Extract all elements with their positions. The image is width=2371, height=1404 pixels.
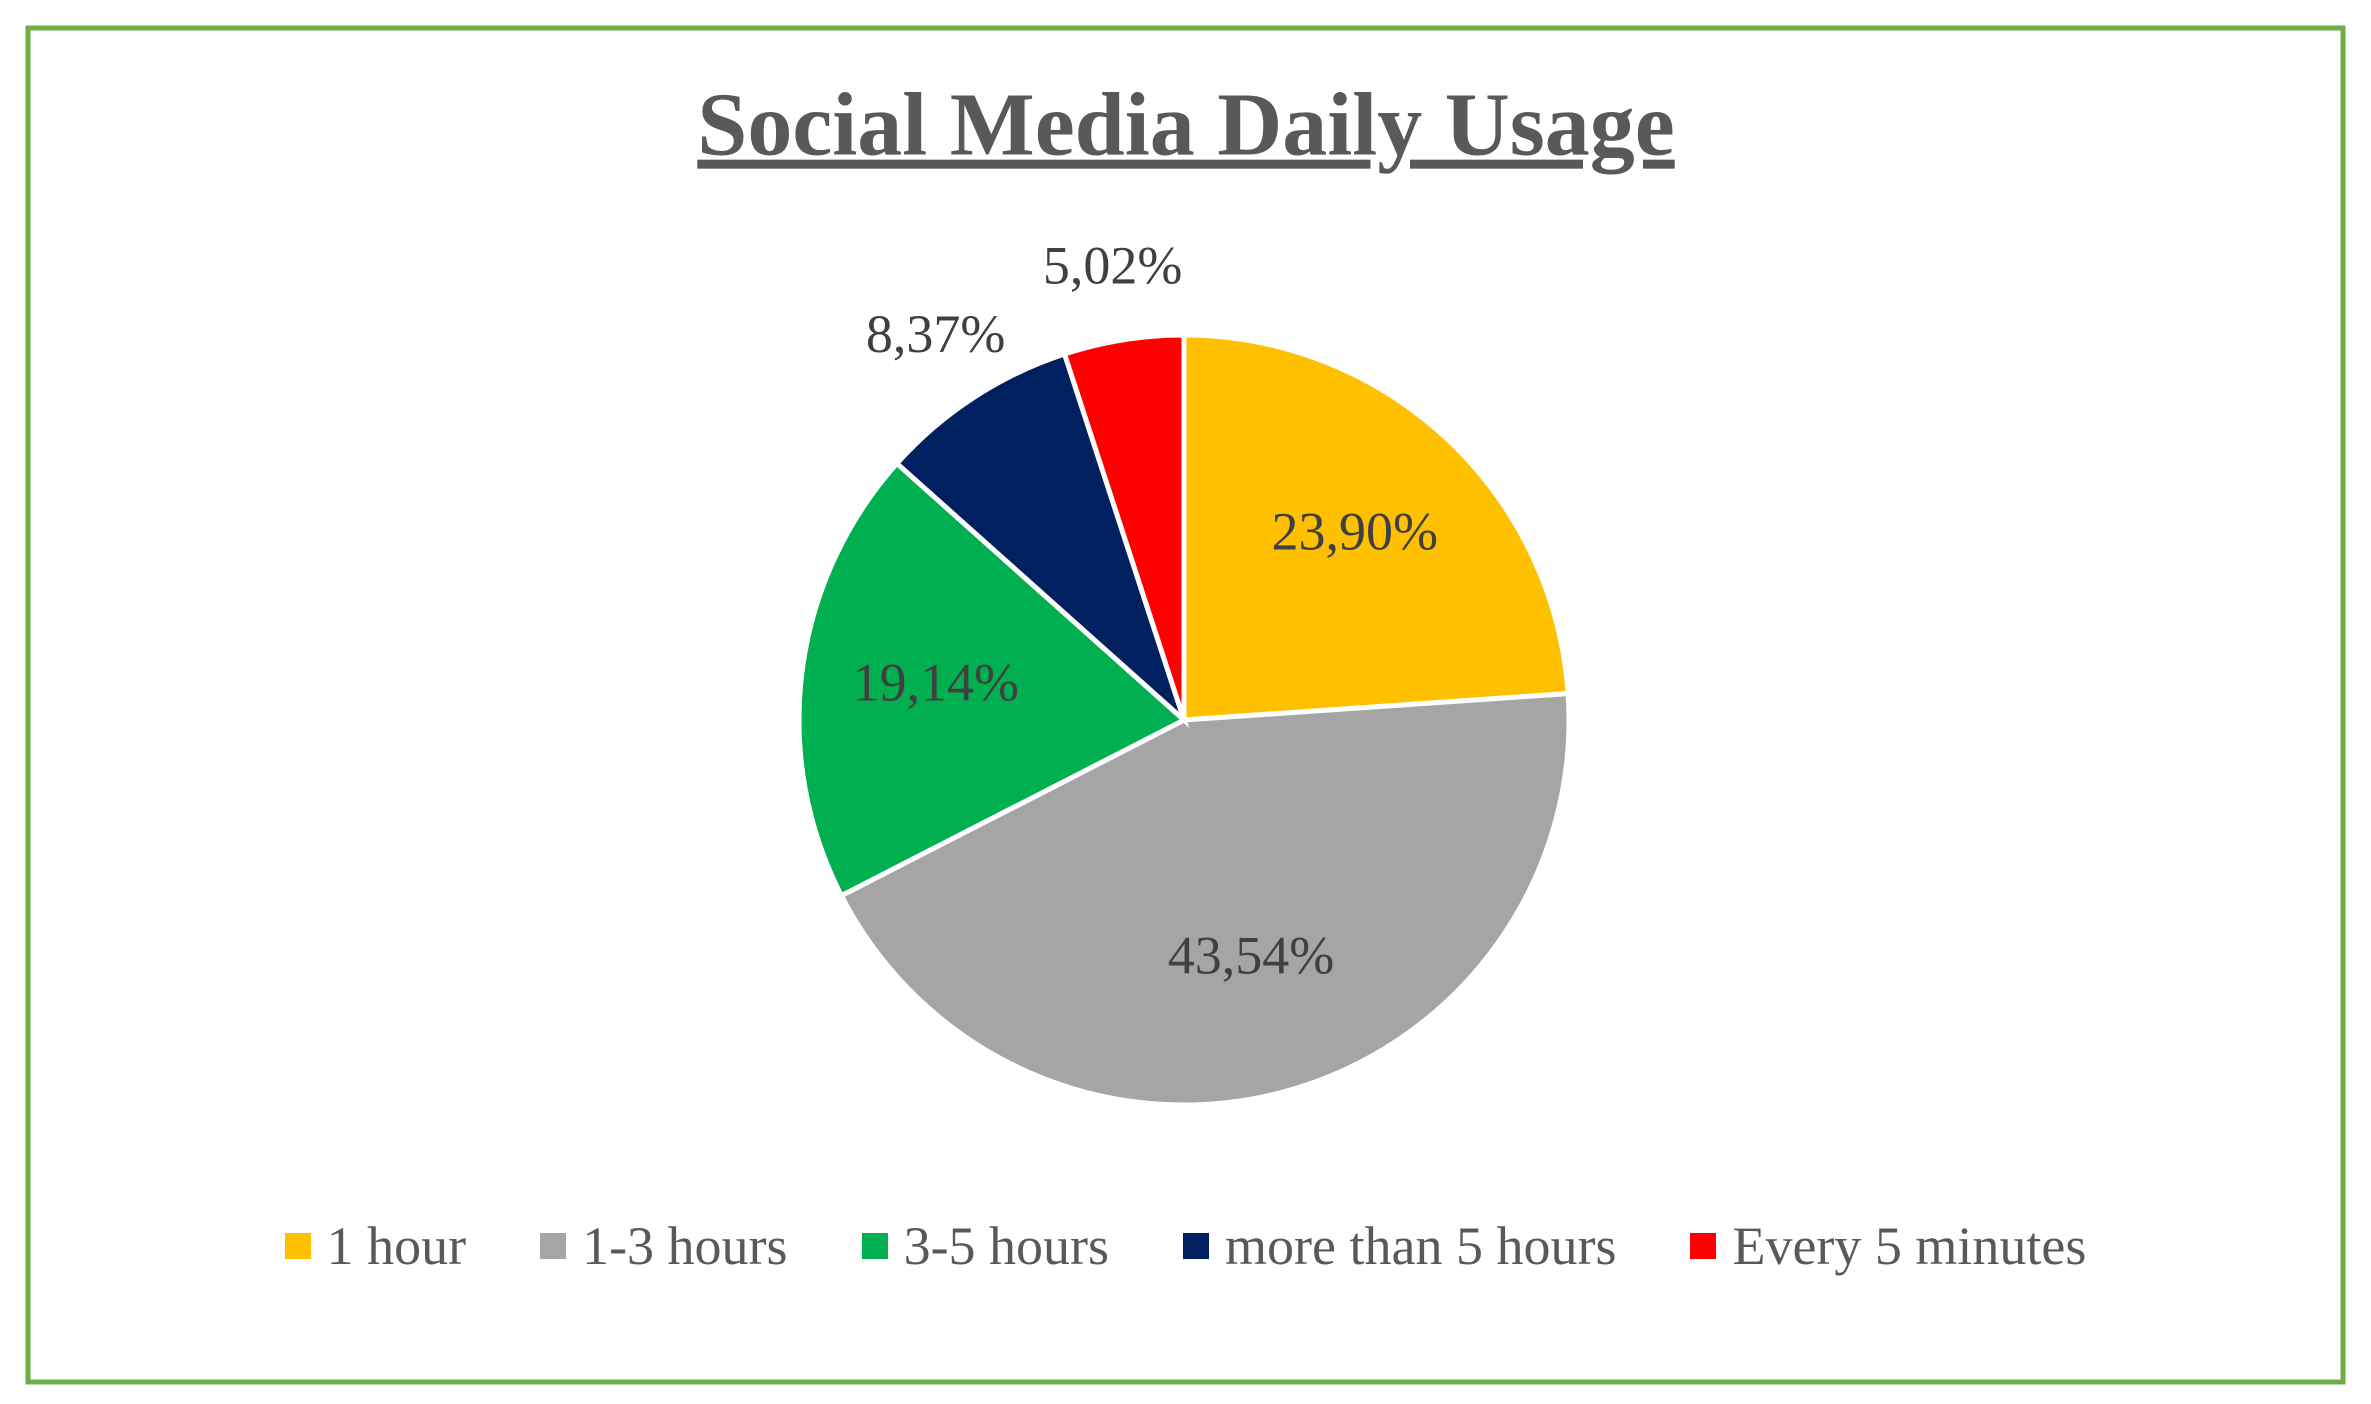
data-label: 8,37% [866, 304, 1005, 364]
pie-slice [838, 690, 1572, 1108]
legend-swatch [861, 1233, 888, 1259]
legend-item: 1 hour [284, 1215, 467, 1277]
pie-slice [796, 459, 1189, 900]
data-label: 43,54% [1168, 925, 1334, 985]
legend-item: 1-3 hours [540, 1215, 788, 1277]
legend: 1 hour 1-3 hours 3-5 hours more than 5 hour… [28, 1215, 2343, 1277]
legend-label: 3-5 hours [903, 1216, 1110, 1276]
legend-item: Every 5 minutes [1690, 1215, 2086, 1277]
legend-swatch [284, 1233, 311, 1259]
legend-item: more than 5 hours [1183, 1215, 1616, 1277]
legend-label: Every 5 minutes [1732, 1216, 2087, 1276]
data-label: 23,90% [1272, 501, 1438, 561]
legend-item: 3-5 hours [861, 1215, 1110, 1277]
pie-slice [1181, 332, 1571, 723]
legend-swatch [1690, 1233, 1717, 1259]
chart-title: Social Media Daily Usage [697, 76, 1674, 175]
pie-slice [1061, 332, 1187, 721]
data-label: 5,02% [1043, 236, 1182, 296]
data-label: 19,14% [853, 653, 1019, 713]
legend-swatch [1183, 1233, 1210, 1259]
pie: 23,90% 43,54% 19,14% 8,37% 5,02% [796, 236, 1572, 1108]
legend-swatch [540, 1233, 567, 1259]
legend-label: 1 hour [326, 1216, 467, 1276]
legend-label: 1-3 hours [582, 1216, 788, 1276]
legend-label: more than 5 hours [1225, 1216, 1617, 1276]
pie-slice [893, 350, 1190, 729]
